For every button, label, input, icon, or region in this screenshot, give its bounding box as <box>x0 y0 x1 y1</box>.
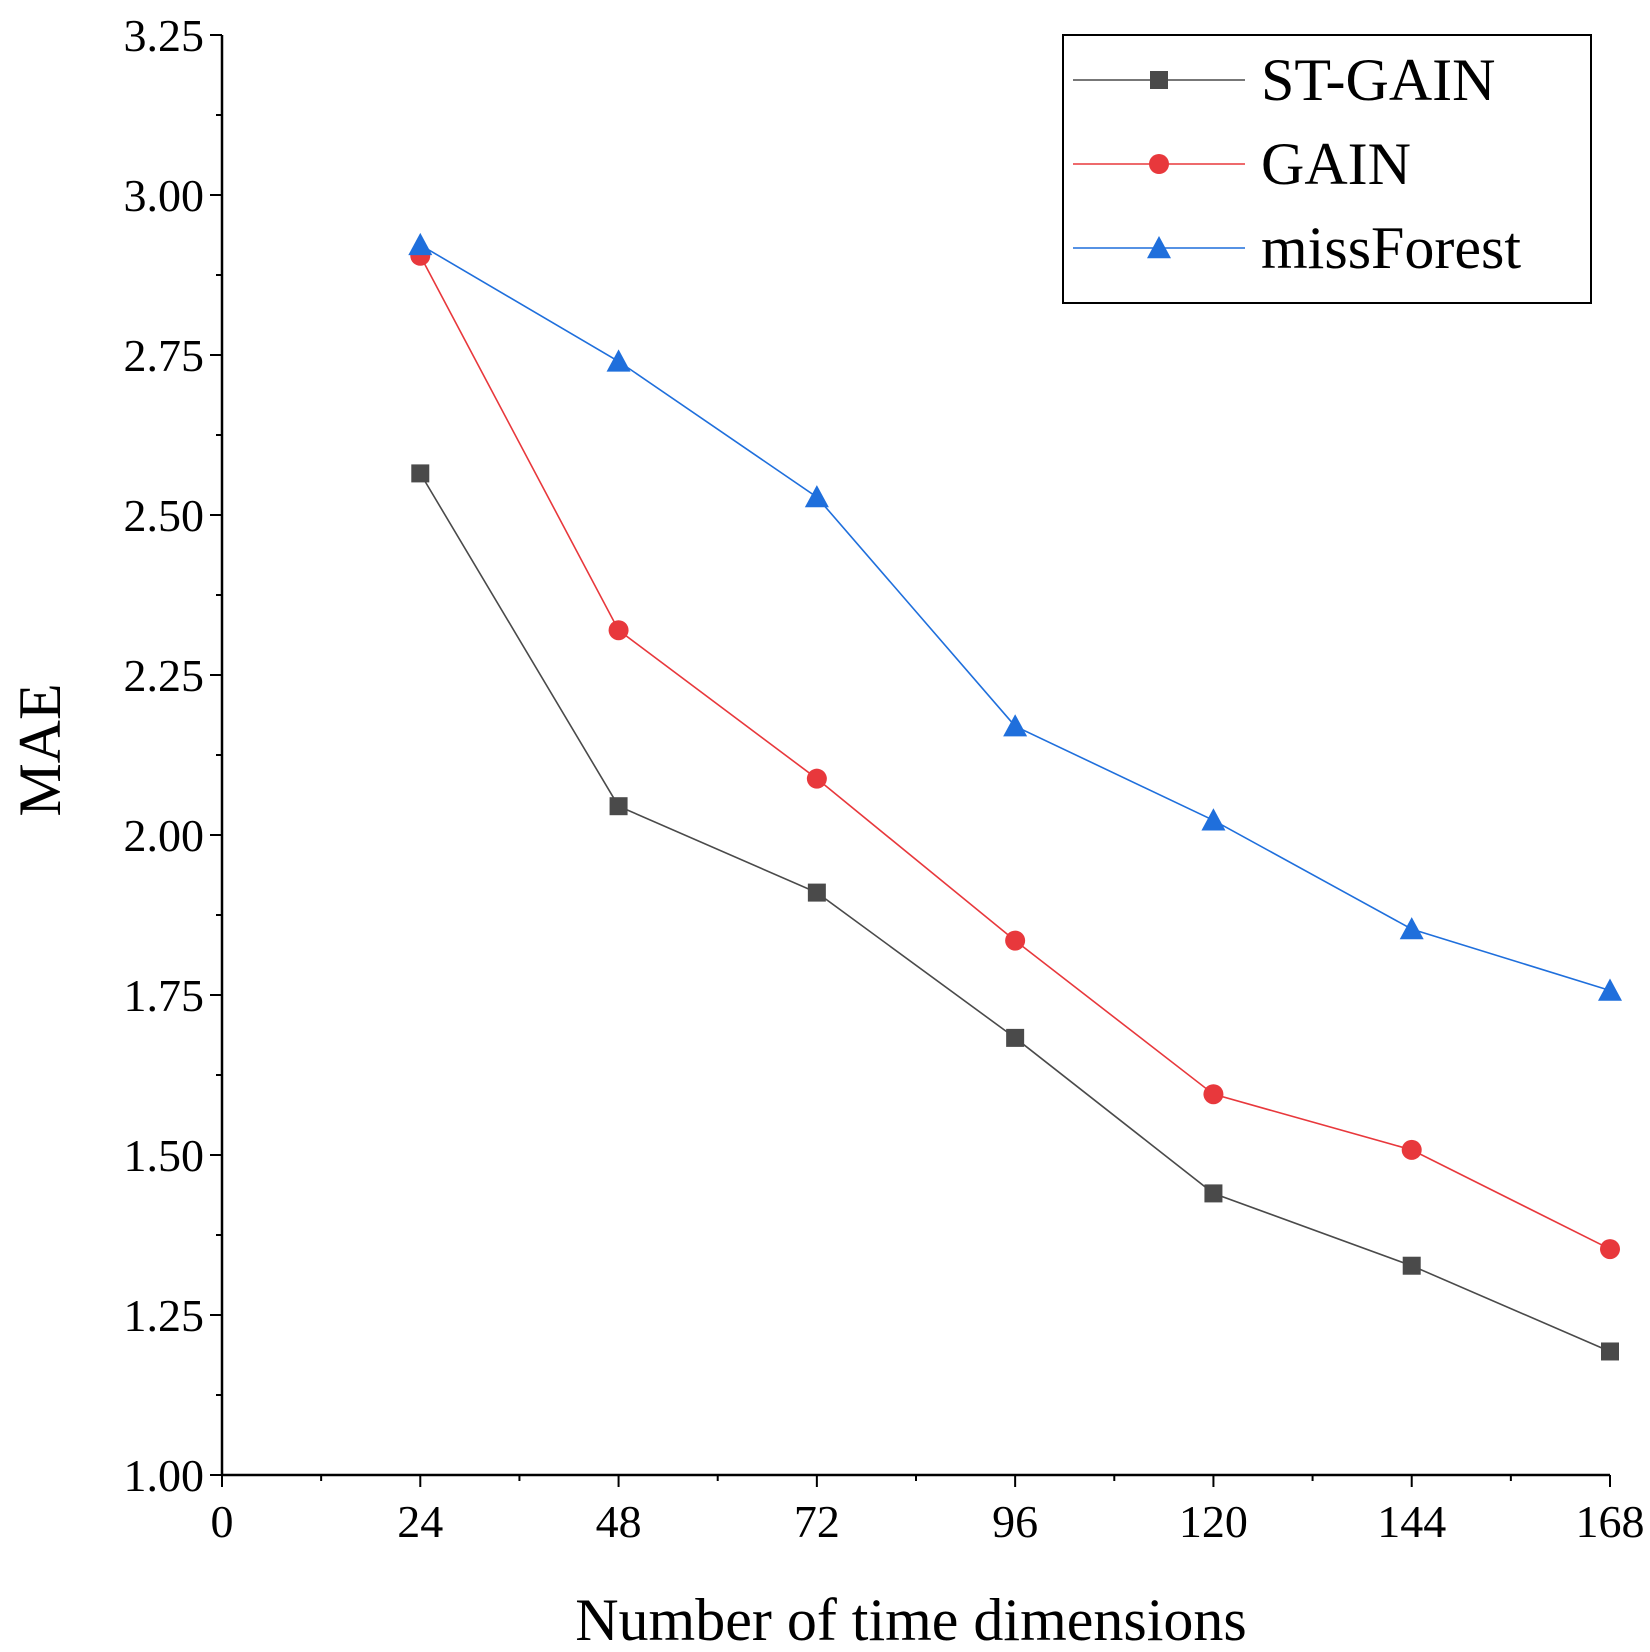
legend-marker-missforest <box>1147 236 1171 259</box>
point-gain <box>1401 1139 1422 1160</box>
point-st-gain <box>1204 1184 1223 1203</box>
y-tick-label: 3.00 <box>124 170 205 221</box>
series-gain <box>410 245 1620 1260</box>
x-ticks: 0 24 48 72 96 120 144 168 <box>211 1475 1645 1547</box>
y-ticks: 1.00 1.25 1.50 1.75 2.00 2.25 2.50 2.75 3.00 3.25 <box>124 10 222 1501</box>
series-layer <box>408 232 1622 1361</box>
x-tick-label: 144 <box>1377 1496 1446 1547</box>
point-gain <box>1005 930 1026 951</box>
point-missforest <box>804 485 829 508</box>
x-tick-label: 72 <box>794 1496 840 1547</box>
point-missforest <box>606 349 631 372</box>
y-tick-label: 1.75 <box>124 970 205 1021</box>
x-tick-label: 24 <box>397 1496 443 1547</box>
point-missforest <box>1399 917 1424 940</box>
y-tick-label: 1.25 <box>124 1290 205 1341</box>
x-tick-label: 0 <box>211 1496 234 1547</box>
point-gain <box>608 620 629 641</box>
y-tick-label: 2.75 <box>124 330 205 381</box>
x-tick-label: 168 <box>1576 1496 1645 1547</box>
point-gain <box>1600 1239 1620 1260</box>
y-tick-label: 2.25 <box>124 650 205 701</box>
axes: 1.00 1.25 1.50 1.75 2.00 2.25 2.50 2.75 3.00 3.25… <box>124 10 1645 1547</box>
point-st-gain <box>411 464 430 483</box>
legend: ST-GAIN GAIN missForest <box>1062 34 1592 304</box>
y-tick-label: 1.50 <box>124 1130 205 1181</box>
point-st-gain <box>609 797 628 816</box>
legend-item-st-gain: ST-GAIN <box>1073 47 1495 113</box>
point-missforest <box>1201 808 1226 831</box>
x-tick-label: 48 <box>596 1496 642 1547</box>
x-tick-label: 120 <box>1179 1496 1248 1547</box>
point-st-gain <box>1006 1028 1025 1047</box>
x-tick-label: 96 <box>992 1496 1038 1547</box>
legend-item-missforest: missForest <box>1073 215 1521 281</box>
legend-marker-st-gain <box>1150 71 1168 89</box>
y-axis-title: MAE <box>7 683 73 816</box>
point-st-gain <box>807 883 826 902</box>
y-tick-label: 2.50 <box>124 490 205 541</box>
series-st-gain <box>411 464 1619 1361</box>
legend-label-missforest: missForest <box>1261 215 1521 281</box>
legend-label-gain: GAIN <box>1261 131 1411 197</box>
point-st-gain <box>1601 1342 1619 1361</box>
point-gain <box>806 768 827 789</box>
series-line-st-gain <box>419 472 1611 1353</box>
y-tick-label: 1.00 <box>124 1450 205 1501</box>
y-tick-label: 2.00 <box>124 810 205 861</box>
point-st-gain <box>1402 1256 1421 1275</box>
point-missforest <box>1003 714 1028 737</box>
series-line-missforest <box>419 244 1611 992</box>
legend-marker-gain <box>1149 154 1169 174</box>
series-missforest <box>408 232 1622 1001</box>
y-tick-label: 3.25 <box>124 10 205 61</box>
point-missforest <box>408 232 433 256</box>
legend-label-st-gain: ST-GAIN <box>1261 47 1495 113</box>
point-gain <box>1203 1084 1224 1105</box>
x-axis-title: Number of time dimensions <box>575 1587 1247 1652</box>
legend-item-gain: GAIN <box>1073 131 1411 197</box>
series-line-gain <box>419 255 1611 1250</box>
point-missforest <box>1598 978 1622 1001</box>
